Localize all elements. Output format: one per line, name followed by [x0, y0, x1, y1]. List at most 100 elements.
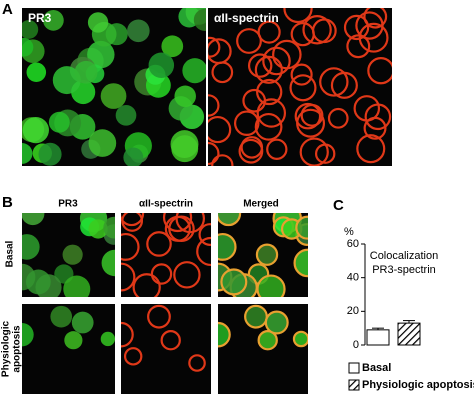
cell — [218, 322, 230, 347]
bar — [397, 322, 421, 346]
cell — [22, 37, 34, 57]
cell — [218, 213, 241, 226]
micrograph — [208, 8, 392, 166]
cell-membrane — [314, 143, 336, 164]
cell — [87, 40, 115, 69]
cell-membrane — [367, 57, 392, 85]
cell-membrane — [208, 141, 220, 166]
cell — [22, 117, 49, 144]
cell-membrane — [319, 67, 349, 97]
image-label: PR3 — [28, 11, 52, 25]
cells — [121, 304, 206, 372]
cell-membrane — [266, 138, 288, 160]
cell-membrane — [256, 78, 283, 106]
row-label: Basal — [5, 240, 16, 267]
cell-membrane — [146, 231, 172, 257]
cell-membrane — [272, 39, 302, 70]
cells — [22, 213, 115, 297]
cell-membrane — [218, 232, 237, 261]
cell-membrane — [256, 98, 287, 128]
legend-label: Basal — [362, 362, 391, 374]
cell-membrane — [299, 137, 329, 166]
cells — [22, 305, 115, 350]
cell — [221, 269, 247, 295]
legend-label: Physiologic apoptosis — [362, 379, 474, 391]
cell — [62, 244, 83, 265]
y-tick-label: 0 — [353, 339, 359, 351]
y-tick-label: 20 — [347, 305, 359, 317]
cell-membrane — [300, 103, 324, 127]
cell-membrane — [255, 243, 279, 266]
cells — [218, 213, 308, 297]
cell — [22, 234, 40, 260]
cell — [43, 9, 64, 31]
cell — [148, 52, 175, 79]
cell-membrane — [208, 115, 232, 144]
cell-membrane — [343, 14, 370, 41]
cell-membrane — [257, 330, 278, 351]
cell — [100, 83, 127, 109]
cell-membrane — [346, 34, 371, 59]
cell — [256, 244, 278, 265]
cell — [193, 8, 206, 31]
row-label: Physiologic — [1, 321, 12, 378]
cell-membrane — [330, 71, 358, 99]
cells — [121, 213, 211, 297]
cell-membrane — [293, 248, 308, 278]
cell-membrane — [211, 61, 234, 84]
cell — [63, 275, 91, 297]
cell-membrane — [302, 15, 332, 45]
cell-membrane — [132, 273, 161, 297]
cell — [25, 269, 51, 295]
cell — [258, 331, 277, 350]
cell-membrane — [283, 8, 313, 24]
cell-membrane — [242, 88, 267, 113]
cell-membrane — [256, 274, 286, 297]
cell — [127, 19, 150, 43]
cell — [88, 219, 108, 239]
cell-membrane — [168, 215, 195, 243]
panel-label: B — [2, 194, 13, 211]
cell — [26, 62, 47, 83]
cell — [293, 331, 308, 347]
cell-membrane — [198, 223, 211, 246]
cell-membrane — [257, 20, 281, 44]
cell-membrane — [196, 236, 211, 267]
cell-membrane — [247, 53, 273, 78]
cell-membrane — [295, 215, 308, 240]
cell-membrane — [160, 330, 181, 351]
panel-label: A — [2, 1, 13, 18]
row-label: apoptosis — [12, 325, 23, 373]
cell — [52, 66, 81, 95]
column-label: αII-spectrin — [139, 199, 193, 210]
cell-membrane — [327, 107, 349, 129]
cell-membrane — [355, 11, 384, 40]
cell — [174, 85, 196, 108]
cell — [71, 311, 94, 334]
cell-membrane — [121, 321, 134, 348]
bar — [366, 329, 390, 346]
cell — [245, 305, 267, 328]
cell — [87, 12, 109, 33]
cell-membrane — [147, 304, 171, 329]
cell — [170, 130, 199, 159]
cell-membrane — [254, 55, 283, 84]
cell-membrane — [236, 28, 262, 54]
legend-swatch — [348, 379, 360, 391]
cell-membrane — [292, 330, 308, 348]
cell — [265, 311, 288, 334]
cell — [103, 216, 115, 239]
cell — [123, 147, 144, 166]
cells — [208, 8, 392, 166]
chart-title: Colocalization — [370, 250, 438, 262]
cell — [22, 213, 45, 226]
y-axis-label: % — [344, 226, 354, 238]
cell-membrane — [294, 102, 322, 130]
cell — [294, 249, 308, 277]
cell — [22, 322, 34, 347]
cell-membrane — [240, 136, 264, 159]
cell-membrane — [254, 112, 283, 141]
cell — [218, 234, 236, 260]
cell — [182, 58, 206, 84]
cell-membrane — [162, 213, 193, 233]
